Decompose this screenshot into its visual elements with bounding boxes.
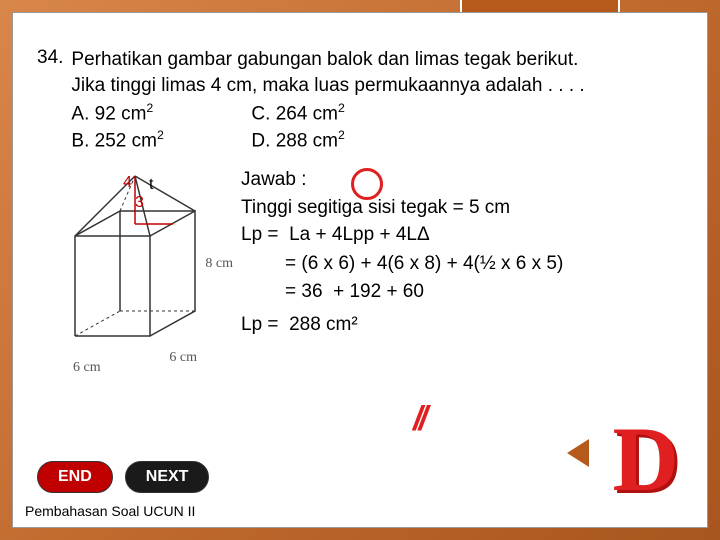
fig-label-8cm: 8 cm: [205, 256, 233, 272]
opt-c: C. 264 cm2: [251, 100, 431, 127]
slide-background: 34. Perhatikan gambar gabungan balok dan…: [0, 0, 720, 540]
prev-triangle-icon[interactable]: [567, 439, 589, 467]
question-body: Perhatikan gambar gabungan balok dan lim…: [71, 47, 683, 154]
ans-formula: Lp = La + 4Lpp + 4LΔ: [241, 221, 683, 250]
button-row: END NEXT: [37, 461, 209, 493]
question-number: 34.: [37, 47, 63, 69]
figure-column: 4 t 3 8 cm 6 cm 6 cm: [37, 166, 237, 376]
content-sheet: 34. Perhatikan gambar gabungan balok dan…: [12, 12, 708, 528]
answer-letter: D: [613, 423, 679, 497]
jawab-label: Jawab :: [241, 166, 683, 194]
ans-line1: Tinggi segitiga sisi tegak = 5 cm: [241, 194, 683, 222]
slash-mark-icon: //: [413, 400, 424, 439]
ans-final: Lp = 288 cm²: [241, 311, 683, 339]
fig-label-t: t: [149, 176, 153, 194]
options: A. 92 cm2 B. 252 cm2 C. 264 cm2 D. 288 c…: [71, 100, 683, 154]
options-left: A. 92 cm2 B. 252 cm2: [71, 100, 251, 154]
answer-column: Jawab : Tinggi segitiga sisi tegak = 5 c…: [237, 166, 683, 376]
fig-label-4: 4: [123, 174, 132, 192]
fig-label-6cm-a: 6 cm: [73, 360, 101, 376]
opt-b: B. 252 cm2: [71, 127, 251, 154]
footer-text: Pembahasan Soal UCUN II: [25, 503, 195, 519]
opt-a: A. 92 cm2: [71, 100, 251, 127]
ans-eq2: = 36 + 192 + 60: [241, 278, 683, 306]
next-button[interactable]: NEXT: [125, 461, 210, 493]
opt-d: D. 288 cm2: [251, 127, 431, 154]
ans-eq1: = (6 x 6) + 4(6 x 8) + 4(½ x 6 x 5): [241, 250, 683, 278]
end-button[interactable]: END: [37, 461, 113, 493]
fig-label-6cm-b: 6 cm: [169, 350, 197, 366]
answer-circle-icon: [351, 168, 383, 200]
question-line2: Jika tinggi limas 4 cm, maka luas permuk…: [71, 73, 683, 99]
question-row: 34. Perhatikan gambar gabungan balok dan…: [37, 47, 683, 154]
fig-label-3: 3: [135, 194, 144, 212]
question-line1: Perhatikan gambar gabungan balok dan lim…: [71, 47, 683, 73]
options-right: C. 264 cm2 D. 288 cm2: [251, 100, 431, 154]
